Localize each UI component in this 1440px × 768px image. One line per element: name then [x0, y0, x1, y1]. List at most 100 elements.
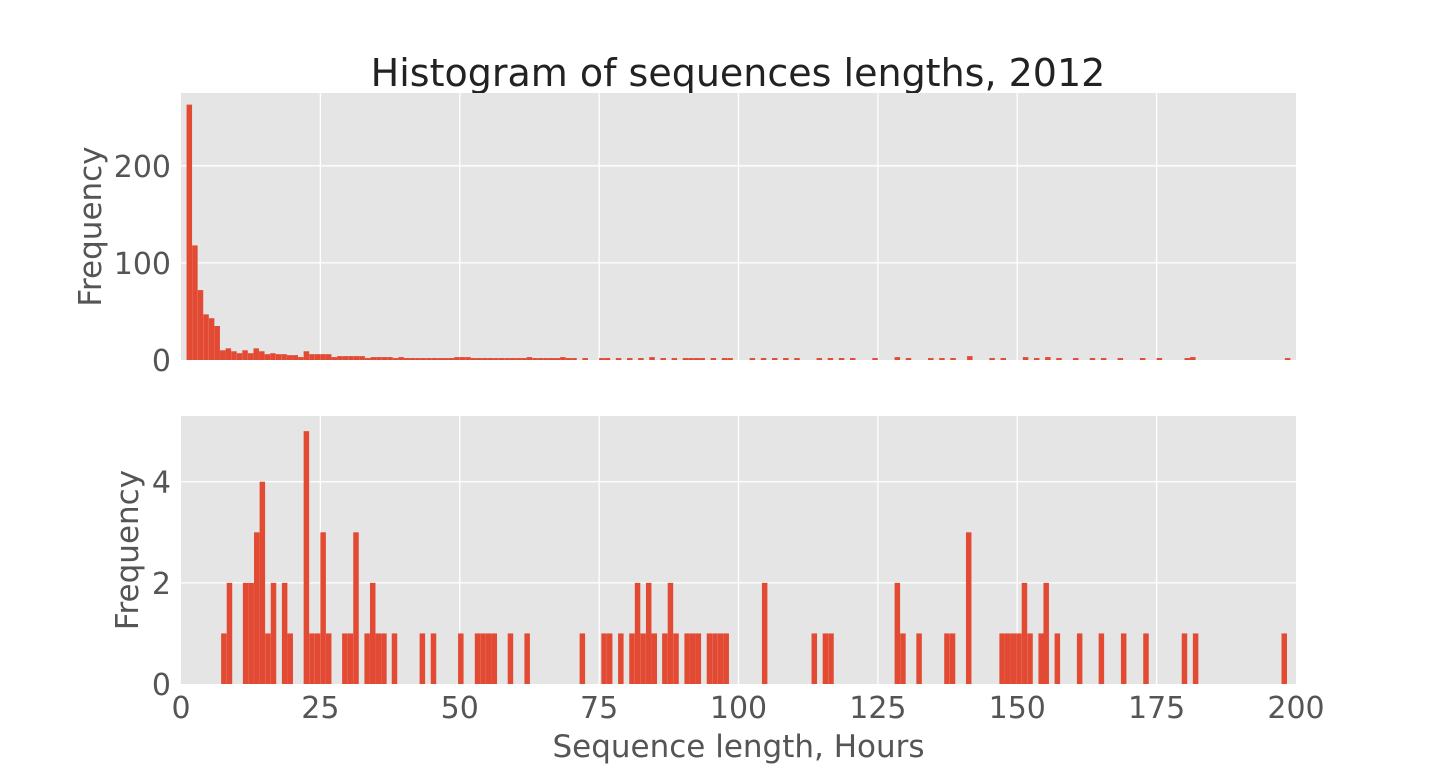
histogram-bar: [629, 633, 635, 684]
histogram-bar: [1098, 633, 1105, 684]
histogram-bar: [303, 431, 310, 684]
histogram-bar: [226, 582, 233, 684]
histogram-bar: [270, 582, 277, 684]
histogram-bar: [1016, 633, 1022, 684]
histogram-bar: [364, 358, 371, 360]
histogram-bar: [470, 358, 477, 360]
histogram-bar: [1120, 633, 1127, 684]
histogram-bar: [493, 358, 499, 360]
histogram-bar: [999, 633, 1005, 684]
histogram-bar: [264, 354, 271, 360]
histogram-bar: [242, 350, 248, 360]
histogram-bar: [1010, 633, 1017, 684]
histogram-bar: [640, 633, 646, 684]
histogram-bar: [850, 358, 856, 360]
histogram-bar: [248, 582, 254, 684]
y-tick-label: 100: [114, 247, 171, 282]
histogram-bar: [816, 358, 823, 360]
histogram-bar: [353, 532, 359, 684]
bottom-y-tick-labels: 0 2 4: [152, 466, 171, 703]
histogram-bar: [1021, 582, 1028, 684]
histogram-bar: [270, 353, 276, 360]
histogram-bar: [684, 633, 690, 684]
x-tick-label: 125: [849, 691, 906, 726]
x-tick-label: 200: [1267, 691, 1324, 726]
histogram-bar: [1117, 358, 1124, 360]
histogram-bar: [214, 326, 220, 360]
histogram-bar: [381, 633, 387, 684]
x-tick-label: 150: [989, 691, 1046, 726]
histogram-bar: [706, 633, 713, 684]
histogram-bar: [491, 633, 498, 684]
x-tick-labels: 0 25 50 75 100 125 150 175 200: [171, 691, 1324, 726]
y-tick-label: 200: [114, 150, 171, 185]
histogram-bar: [370, 357, 377, 360]
histogram-bar: [688, 358, 694, 360]
histogram-bar: [717, 633, 724, 684]
histogram-bar: [203, 314, 209, 360]
histogram-bar: [347, 633, 354, 684]
histogram-bar: [571, 358, 577, 360]
histogram-bar: [662, 633, 668, 684]
histogram-bar: [649, 357, 655, 360]
histogram-bar: [487, 358, 494, 360]
histogram-bar: [448, 358, 455, 360]
histogram-bar: [314, 354, 321, 360]
histogram-bar: [221, 633, 227, 684]
histogram-bar: [761, 582, 768, 684]
bottom-histogram-panel: 0 2 4 0 25 50 75 100 125 150 175 200 Frequency Seq…: [110, 416, 1325, 765]
histogram-bar: [638, 358, 644, 360]
histogram-bar: [712, 633, 718, 684]
histogram-bar: [437, 358, 443, 360]
histogram-bar: [476, 358, 482, 360]
histogram-bar: [398, 357, 404, 360]
histogram-bar: [420, 358, 427, 360]
histogram-bar: [1284, 358, 1291, 360]
histogram-bar: [1100, 358, 1107, 360]
histogram-bar: [900, 633, 906, 684]
histogram-bar: [353, 356, 360, 360]
histogram-bar: [359, 356, 365, 360]
histogram-bar: [601, 633, 607, 684]
histogram-bar: [1076, 633, 1083, 684]
histogram-bar: [364, 633, 370, 684]
histogram-bar: [894, 357, 901, 360]
histogram-bar: [259, 481, 266, 684]
histogram-bar: [320, 354, 326, 360]
x-tick-label: 75: [580, 691, 618, 726]
y-tick-label: 0: [152, 668, 171, 703]
histogram-bar: [1000, 358, 1007, 360]
histogram-bar: [989, 358, 995, 360]
histogram-bar: [309, 633, 315, 684]
histogram-bar: [507, 633, 514, 684]
top-y-axis-label: Frequency: [73, 146, 109, 306]
histogram-bar: [721, 358, 728, 360]
histogram-bar: [1184, 358, 1190, 360]
histogram-bar: [723, 633, 729, 684]
histogram-bar: [515, 358, 521, 360]
histogram-bar: [376, 357, 382, 360]
histogram-bar: [342, 356, 349, 360]
histogram-bar: [965, 532, 972, 684]
histogram-bar: [618, 633, 624, 684]
histogram-bar: [783, 358, 789, 360]
histogram-bar: [275, 354, 282, 360]
y-tick-label: 0: [152, 344, 171, 379]
histogram-bar: [671, 358, 678, 360]
histogram-bar: [331, 357, 338, 360]
histogram-bar: [949, 633, 956, 684]
histogram-bar: [944, 633, 950, 684]
histogram-bar: [197, 290, 204, 360]
histogram-bar: [298, 357, 304, 360]
histogram-bar: [409, 358, 416, 360]
histogram-bar: [606, 633, 613, 684]
histogram-bar: [292, 355, 298, 360]
histogram-bar: [695, 633, 702, 684]
histogram-bar: [794, 358, 800, 360]
histogram-bar: [1190, 357, 1196, 360]
histogram-bar: [259, 351, 265, 360]
histogram-bar: [667, 582, 674, 684]
histogram-bar: [1022, 357, 1029, 360]
histogram-bar: [426, 358, 432, 360]
